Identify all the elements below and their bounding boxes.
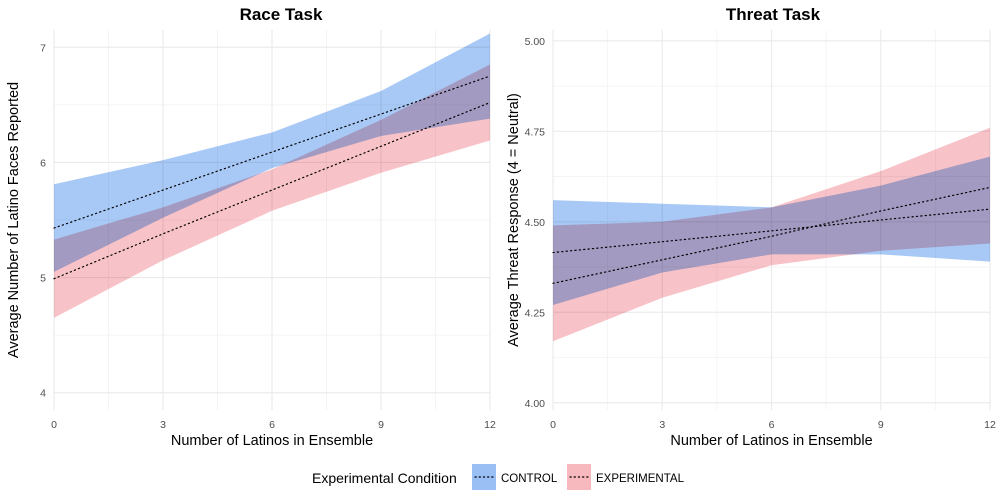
race-task-y-axis-title: Average Number of Latino Faces Reported <box>6 82 22 358</box>
race-task-y-tick-label: 4 <box>40 388 46 400</box>
race-task-x-tick-label: 6 <box>269 419 275 431</box>
legend-label-experimental: EXPERIMENTAL <box>596 473 685 485</box>
legend: Experimental Condition CONTROL EXPERIMENTA… <box>312 464 685 490</box>
threat-task-x-tick-label: 12 <box>984 419 996 431</box>
threat-task-y-tick-label: 4.75 <box>525 126 546 138</box>
threat-task-x-tick-label: 6 <box>769 419 775 431</box>
race-task-x-tick-label: 0 <box>51 419 57 431</box>
threat-task-x-tick-label: 0 <box>550 419 556 431</box>
legend-label-control: CONTROL <box>501 473 558 485</box>
threat-task-x-tick-label: 9 <box>878 419 884 431</box>
threat-task-control-line <box>552 208 991 254</box>
race-task-y-tick-label: 5 <box>40 273 46 285</box>
threat-task-y-tick-label: 4.00 <box>525 398 546 410</box>
race-task-experimental-confidence-band <box>54 64 490 318</box>
threat-task-experimental-confidence-band <box>553 127 990 342</box>
threat-task-y-tick-label: 4.25 <box>525 307 546 319</box>
race-task-y-tick-label: 7 <box>40 42 46 54</box>
threat-task-experimental-line <box>552 186 991 284</box>
race-task-x-tick-label: 3 <box>160 419 166 431</box>
legend-title: Experimental Condition <box>312 470 457 486</box>
threat-task-y-tick-label: 4.50 <box>525 217 546 229</box>
race-task-x-tick-label: 9 <box>378 419 384 431</box>
threat-task-y-tick-label: 5.00 <box>525 36 546 48</box>
race-task-x-tick-label: 12 <box>484 419 496 431</box>
race-task-title: Race Task <box>240 5 323 24</box>
threat-task-panel: 0 3 6 9 12 4.00 4.25 4.50 4.75 5.00 Threat Task Num… <box>506 5 996 449</box>
threat-task-x-tick-label: 3 <box>659 419 665 431</box>
threat-task-title: Threat Task <box>726 5 821 24</box>
race-task-x-axis-title: Number of Latinos in Ensemble <box>171 433 373 449</box>
race-task-experimental-line <box>53 101 491 280</box>
threat-task-y-axis-title: Average Threat Response (4 = Neutral) <box>506 93 522 347</box>
race-task-y-tick-label: 6 <box>40 157 46 169</box>
race-task-panel: 0 3 6 9 12 4 5 6 7 Race Task Number of Latinos in … <box>6 5 496 449</box>
threat-task-x-axis-title: Number of Latinos in Ensemble <box>670 433 872 449</box>
